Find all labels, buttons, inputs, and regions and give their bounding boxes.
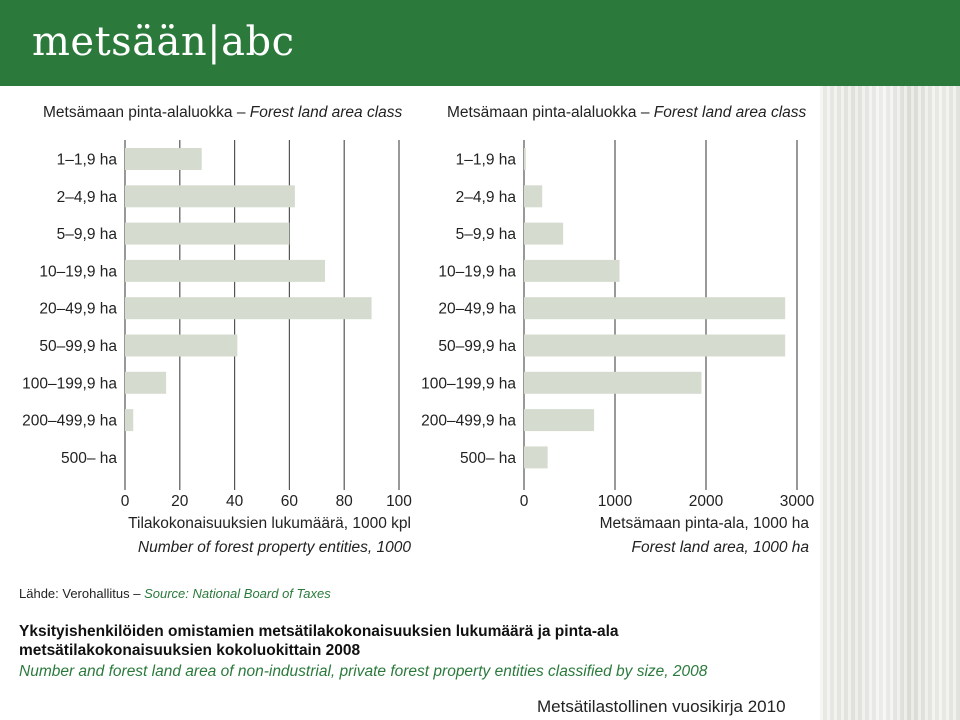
right-bar: [524, 334, 786, 357]
left-tick-label: 20: [171, 493, 189, 510]
source-note: Lähde: Verohallitus – Source: National B…: [19, 586, 331, 601]
right-bar: [524, 371, 702, 394]
left-category-label: 20–49,9 ha: [39, 301, 117, 318]
right-category-label: 10–19,9 ha: [438, 263, 516, 280]
chart-right-title-en: Forest land area class: [653, 104, 807, 121]
left-category-label: 50–99,9 ha: [39, 338, 117, 355]
left-category-label: 5–9,9 ha: [57, 226, 118, 243]
left-bar: [125, 185, 295, 208]
left-bar: [125, 371, 167, 394]
right-bar: [524, 446, 548, 469]
right-bar: [524, 409, 595, 432]
chart-left-title-en: Forest land area class: [249, 104, 403, 121]
left-bar: [125, 259, 326, 282]
right-category-label: 500– ha: [460, 450, 516, 467]
left-bar: [125, 334, 238, 357]
right-category-label: 200–499,9 ha: [421, 413, 516, 430]
left-tick-label: 0: [121, 493, 130, 510]
decorative-texture: [820, 86, 960, 720]
metsaan-abc-logo: metsään|abc: [32, 19, 295, 65]
right-xlabel-en: Forest land area, 1000 ha: [631, 539, 809, 556]
left-category-label: 500– ha: [61, 450, 117, 467]
right-bar: [524, 185, 543, 208]
caption-fi: Yksityishenkilöiden omistamien metsätila…: [19, 623, 619, 659]
right-tick-label: 1000: [598, 493, 633, 510]
right-tick-label: 3000: [780, 493, 815, 510]
decorative-texture-overlay: [820, 86, 960, 720]
left-bar: [125, 409, 134, 432]
right-category-label: 100–199,9 ha: [421, 375, 516, 392]
left-category-label: 10–19,9 ha: [39, 263, 117, 280]
left-tick-label: 60: [281, 493, 299, 510]
chart-left-title: Metsämaan pinta-alaluokka – Forest land …: [43, 104, 403, 121]
footer-yearbook: Metsätilastollinen vuosikirja 2010: [537, 697, 786, 716]
right-bar: [524, 148, 526, 170]
left-category-label: 2–4,9 ha: [57, 189, 118, 206]
left-tick-label: 100: [386, 493, 412, 510]
left-tick-label: 80: [336, 493, 354, 510]
right-bar: [524, 222, 564, 245]
right-tick-label: 0: [520, 493, 529, 510]
source-fi: Lähde: Verohallitus –: [19, 586, 141, 601]
chart-right-title-fi: Metsämaan pinta-alaluokka: [447, 104, 637, 121]
right-bar: [524, 297, 786, 320]
right-category-label: 20–49,9 ha: [438, 301, 516, 318]
right-category-label: 2–4,9 ha: [456, 189, 517, 206]
chart-left-title-fi: Metsämaan pinta-alaluokka: [43, 104, 233, 121]
header-bar: metsään|abc: [0, 0, 960, 86]
left-bar: [125, 222, 290, 245]
left-bar: [125, 148, 202, 170]
left-xlabel-fi: Tilakokonaisuuksien lukumäärä, 1000 kpl: [128, 515, 411, 532]
right-category-label: 1–1,9 ha: [456, 152, 517, 169]
left-tick-label: 40: [226, 493, 244, 510]
right-category-label: 5–9,9 ha: [456, 226, 517, 243]
left-category-label: 100–199,9 ha: [22, 375, 117, 392]
right-bar: [524, 259, 620, 282]
right-xlabel-fi: Metsämaan pinta-ala, 1000 ha: [600, 515, 810, 532]
right-category-label: 50–99,9 ha: [438, 338, 516, 355]
left-category-label: 200–499,9 ha: [22, 413, 117, 430]
source-en: Source: National Board of Taxes: [144, 586, 331, 601]
left-xlabel-en: Number of forest property entities, 1000: [138, 539, 411, 556]
left-category-label: 1–1,9 ha: [57, 152, 118, 169]
left-bar: [125, 297, 372, 320]
caption-en: Number and forest land area of non-indus…: [19, 663, 708, 680]
chart-right-title: Metsämaan pinta-alaluokka – Forest land …: [447, 104, 807, 121]
right-tick-label: 2000: [689, 493, 724, 510]
